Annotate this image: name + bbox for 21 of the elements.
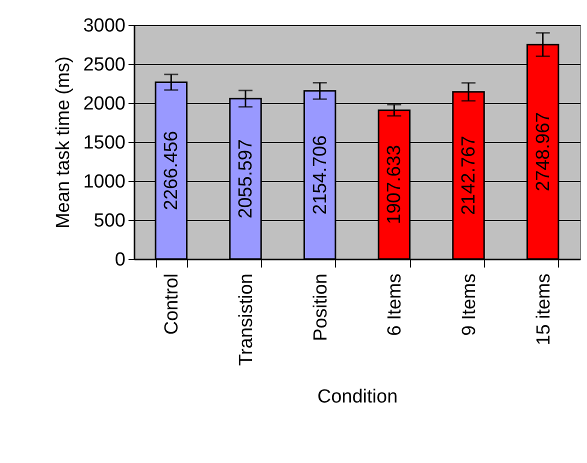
x-tick-label: 9 Items (459, 274, 480, 336)
x-axis-title: Condition (317, 386, 398, 408)
data-label: 1907.633 (384, 144, 406, 224)
y-tick-label: 3000 (83, 16, 126, 36)
y-tick-label: 1000 (83, 172, 126, 192)
x-tick-label: Transistion (236, 274, 257, 366)
y-tick-label: 2500 (83, 54, 126, 76)
y-tick-label: 500 (94, 210, 126, 232)
x-tick-label: Position (310, 274, 332, 342)
y-tick-label: 0 (114, 250, 126, 270)
y-tick-label: 2000 (83, 94, 126, 114)
data-label: 2055.597 (236, 139, 256, 218)
x-tick-label: Control (162, 274, 183, 335)
data-label: 2142.767 (458, 136, 480, 216)
x-tick-label: 15 items (533, 274, 554, 346)
data-label: 2748.967 (532, 112, 554, 192)
x-tick-label: 6 Items (384, 274, 406, 336)
data-label: 2154.706 (310, 135, 331, 215)
data-label: 2266.456 (161, 130, 182, 210)
y-tick-label: 1500 (83, 132, 126, 154)
y-axis-title: Mean task time (ms) (53, 56, 74, 229)
